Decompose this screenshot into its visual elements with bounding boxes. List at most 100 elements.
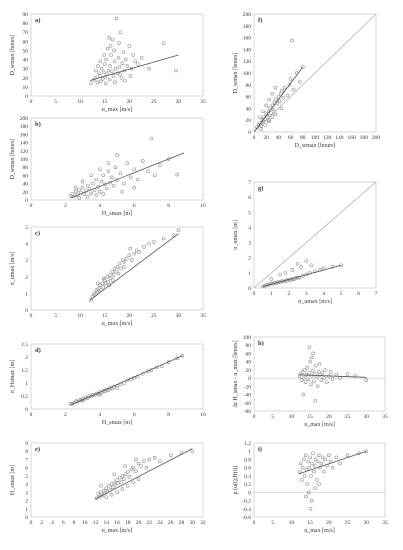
x-axis-title: H_smax [m]: [102, 211, 132, 217]
data-point: [110, 278, 115, 282]
data-point: [297, 80, 302, 84]
data-point: [101, 192, 106, 196]
plot-frame: [30, 442, 204, 518]
x-tick-label: 0: [253, 414, 256, 420]
data-point: [99, 79, 103, 84]
x-tick-label: 200: [372, 135, 381, 141]
x-tick-label: 5: [271, 414, 274, 420]
y-tick-label: 6: [25, 466, 28, 472]
data-point: [116, 481, 120, 486]
data-point: [89, 81, 93, 86]
data-point: [290, 38, 294, 43]
y-tick-label: 1.5: [21, 368, 28, 374]
y-tick-label: 120: [20, 149, 29, 155]
y-tick-label: -60: [244, 401, 252, 407]
y-axis-title: σ_umax [m]: [233, 220, 239, 250]
x-axis-title: u_max [m/s]: [304, 422, 335, 428]
data-point: [281, 96, 286, 100]
data-point: [283, 271, 288, 275]
data-point: [318, 373, 322, 377]
identity-line: [254, 14, 376, 132]
data-point: [322, 470, 326, 474]
data-point: [125, 470, 130, 474]
x-tick-label: 8: [167, 412, 170, 418]
data-point: [97, 286, 101, 291]
data-point: [309, 355, 314, 360]
x-axis-title: u_max [m/s]: [102, 321, 133, 327]
y-axis-title: Δt H_smax - u_max [hours]: [233, 340, 239, 407]
data-point: [299, 372, 303, 376]
data-point: [171, 233, 176, 238]
y-tick-label: 200: [243, 12, 252, 18]
x-axis-title: u_max [m/s]: [102, 528, 133, 534]
data-point: [115, 265, 120, 269]
data-point: [132, 185, 136, 190]
data-point: [125, 64, 130, 68]
data-point: [117, 65, 122, 69]
data-point: [258, 115, 262, 120]
panel-label: i): [258, 446, 262, 453]
trend-line: [89, 233, 179, 301]
data-point: [139, 464, 143, 468]
data-point: [168, 453, 173, 458]
data-point: [101, 488, 106, 493]
data-point: [364, 378, 369, 382]
y-axis-title: D_wmax [hours]: [10, 139, 16, 180]
x-tick-label: 30: [364, 520, 370, 526]
trend-line: [298, 374, 367, 378]
data-point: [107, 273, 112, 277]
data-point: [345, 453, 350, 458]
x-tick-label: 25: [345, 414, 351, 420]
y-axis-title: D_wmax [hours]: [10, 35, 16, 76]
data-point: [307, 345, 312, 350]
data-point: [102, 62, 107, 66]
data-point: [132, 167, 136, 172]
data-point: [142, 245, 146, 249]
data-marks: [89, 16, 179, 86]
data-point: [330, 265, 335, 269]
data-point: [98, 392, 102, 397]
data-point: [109, 493, 114, 497]
x-tick-label: 6: [133, 203, 136, 209]
data-point: [128, 246, 133, 251]
data-point: [89, 173, 93, 178]
x-tick-label: 14: [104, 520, 110, 526]
data-point: [300, 478, 304, 482]
data-point: [161, 236, 166, 241]
panel-h: 0 5 10 15 20 25 30 35 -80 -60 -40 -20 0 20 40 60 80 100 u_…: [233, 335, 388, 428]
y-tick-label: 60: [23, 39, 29, 45]
data-point: [255, 125, 259, 130]
x-tick-label: 180: [360, 135, 369, 141]
y-tick-label: 70: [23, 30, 29, 36]
data-point: [353, 374, 357, 378]
data-point: [105, 275, 109, 279]
x-axis-title: u_max [m/s]: [102, 107, 133, 113]
data-point: [303, 380, 308, 384]
y-tick-label: 7: [248, 180, 251, 186]
panel-d: 0 2 4 6 8 10 0 0.5 1 1.5 2 2.5 H_smax [m] σ_Hsmax [m]…: [10, 342, 206, 426]
data-point: [338, 461, 342, 466]
data-point: [134, 457, 138, 462]
y-tick-label: 8: [25, 449, 28, 455]
data-point: [113, 66, 118, 71]
x-tick-label: 10: [289, 414, 295, 420]
data-point: [101, 173, 106, 178]
y-tick-label: 2: [25, 275, 28, 281]
y-tick-label: 10: [23, 85, 29, 91]
panel-label: c): [35, 230, 40, 237]
y-tick-label: 40: [23, 58, 29, 64]
data-point: [274, 97, 278, 102]
x-tick-label: 8: [167, 203, 170, 209]
data-point: [258, 121, 262, 125]
x-tick-label: 0: [253, 135, 256, 141]
data-marks: [254, 182, 376, 288]
data-point: [80, 179, 85, 184]
x-tick-label: 28: [179, 520, 185, 526]
data-point: [127, 474, 132, 479]
data-point: [113, 165, 118, 169]
y-tick-label: 90: [23, 12, 29, 18]
data-point: [119, 479, 124, 484]
data-marks: [297, 449, 369, 511]
data-point: [117, 475, 122, 480]
data-point: [330, 377, 335, 381]
